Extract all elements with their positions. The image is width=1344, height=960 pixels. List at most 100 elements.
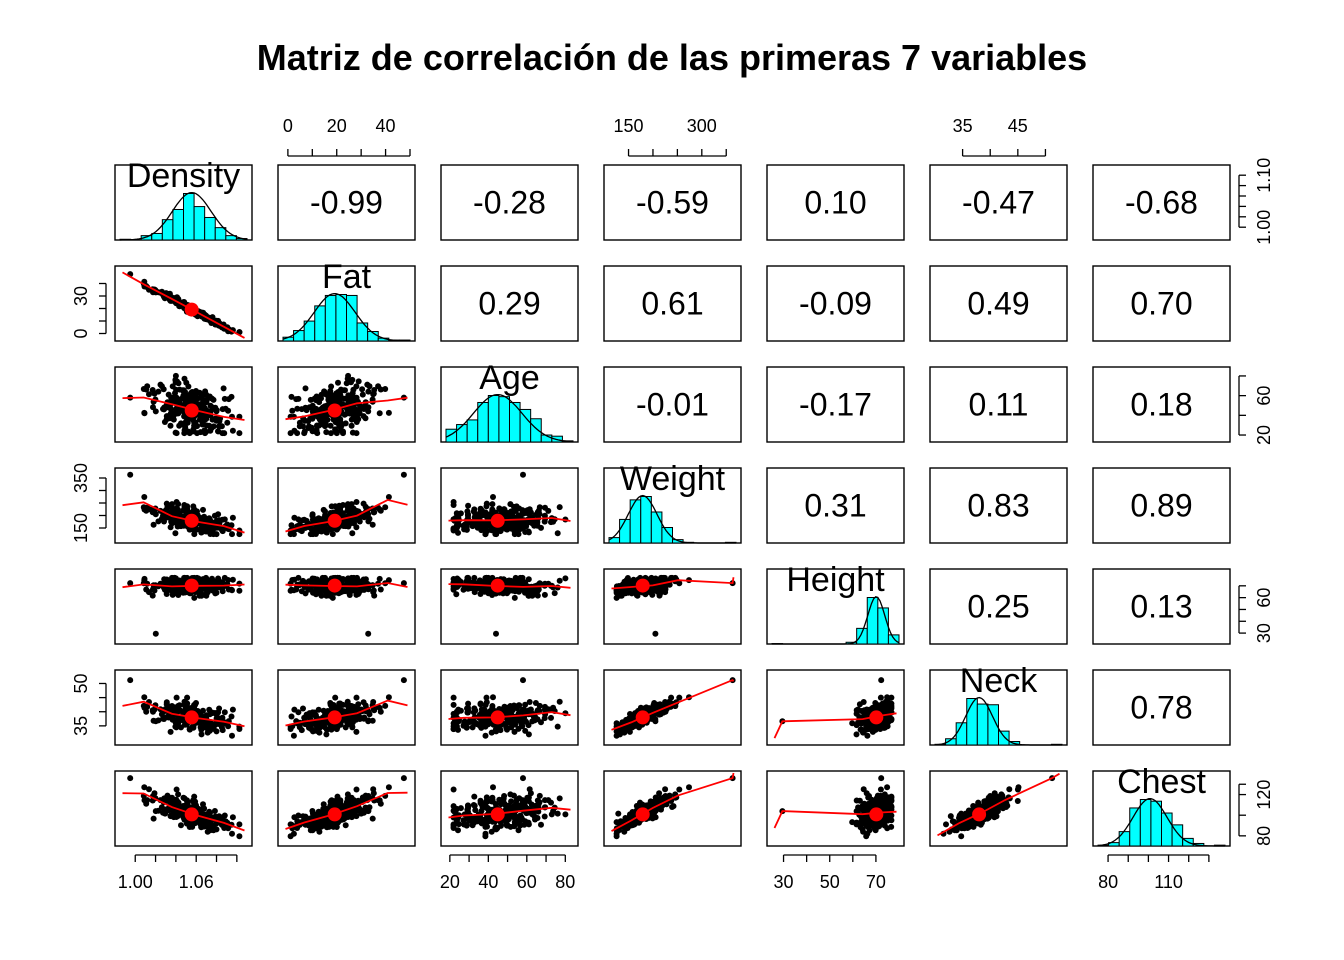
scatter-point xyxy=(198,529,205,536)
scatter-point xyxy=(204,589,211,596)
scatter-point xyxy=(167,798,174,805)
panel-chest-weight xyxy=(603,770,742,847)
scatter-point xyxy=(221,574,228,581)
correlation-label: -0.09 xyxy=(799,286,872,322)
correlation-label: -0.68 xyxy=(1125,185,1198,221)
panel-density-age: -0.28 xyxy=(440,164,579,241)
scatter-point xyxy=(229,576,236,583)
scatter-point xyxy=(659,586,666,593)
panel-frame xyxy=(277,669,416,746)
scatter-point xyxy=(481,722,488,729)
panel-chest-density xyxy=(114,770,253,847)
scatter-point xyxy=(173,694,180,701)
scatter-point xyxy=(463,821,470,828)
scatter-point xyxy=(152,808,159,815)
scatter-point xyxy=(221,812,228,819)
histogram-bar xyxy=(466,419,479,443)
panel-height-height: Height xyxy=(766,561,905,645)
scatter-point xyxy=(161,795,168,802)
panel-frame xyxy=(440,669,579,746)
panel-frame xyxy=(1092,366,1231,443)
density-curve xyxy=(119,191,248,241)
scatter-point xyxy=(469,724,476,731)
scatter-point xyxy=(169,501,175,508)
scatter-point xyxy=(161,586,168,593)
scatter-point xyxy=(222,405,229,412)
scatter-point xyxy=(167,410,174,417)
histogram-bar xyxy=(650,511,663,544)
histogram-bar xyxy=(314,305,326,342)
scatter-point xyxy=(316,414,322,421)
scatter-point xyxy=(878,677,885,684)
histogram-bar xyxy=(193,206,206,241)
smooth-line xyxy=(122,271,245,339)
scatter-point xyxy=(207,402,214,409)
scatter-point xyxy=(150,815,157,822)
panel-weight-age xyxy=(440,467,579,544)
scatter-point xyxy=(650,702,657,709)
scatter-point xyxy=(562,575,569,582)
panel-weight-density xyxy=(114,467,253,544)
scatter-point xyxy=(346,592,353,598)
scatter-point xyxy=(474,524,481,531)
scatter-point xyxy=(288,393,295,400)
scatter-point xyxy=(163,714,170,721)
scatter-point xyxy=(294,430,301,437)
scatter-point xyxy=(888,694,895,701)
scatter-point xyxy=(209,709,215,716)
panel-fat-weight: 0.61 xyxy=(603,265,742,342)
mean-point xyxy=(635,710,650,725)
scatter-point xyxy=(323,824,330,831)
scatter-point xyxy=(551,590,558,597)
panel-frame xyxy=(766,467,905,544)
panel-neck-chest: 0.78 xyxy=(1092,669,1231,746)
scatter-point xyxy=(450,710,457,717)
histogram-bar xyxy=(976,703,989,746)
scatter-point xyxy=(301,816,308,823)
scatter-point xyxy=(365,808,372,815)
panel-height-fat xyxy=(277,568,416,645)
correlation-label: 0.18 xyxy=(1130,387,1192,423)
scatter-point xyxy=(127,471,134,478)
scatter-point xyxy=(309,526,316,533)
scatter-point xyxy=(356,798,363,805)
scatter-point xyxy=(513,503,520,510)
scatter-point xyxy=(127,580,134,587)
scatter-point xyxy=(332,694,339,701)
scatter-point xyxy=(502,524,509,531)
scatter-point xyxy=(400,677,407,684)
scatter-point xyxy=(369,717,376,724)
scatter-point xyxy=(615,810,622,817)
panel-frame xyxy=(277,164,416,241)
scatter-point xyxy=(220,385,227,392)
smooth-line xyxy=(122,583,245,589)
scatter-point xyxy=(172,376,179,383)
scatter-point xyxy=(482,833,489,840)
scatter-point xyxy=(492,529,499,536)
scatter-point xyxy=(346,800,353,807)
smooth-line xyxy=(122,501,245,534)
scatter-point xyxy=(853,731,860,738)
scatter-point xyxy=(337,388,343,395)
scatter-point xyxy=(382,386,389,392)
scatter-point xyxy=(465,700,472,707)
scatter-point xyxy=(295,574,302,581)
panel-density-weight: -0.59 xyxy=(603,164,742,241)
scatter-point xyxy=(548,714,554,721)
scatter-point xyxy=(362,576,369,583)
smooth-line xyxy=(122,792,245,832)
scatter-point xyxy=(336,700,343,707)
panel-frame xyxy=(440,568,579,645)
scatter-point xyxy=(312,825,319,832)
smooth-line xyxy=(448,806,571,819)
scatter-point xyxy=(511,594,518,601)
correlation-label: 0.70 xyxy=(1130,286,1192,322)
scatter-point xyxy=(322,807,329,813)
scatter-point xyxy=(210,725,217,732)
scatter-point xyxy=(323,731,330,738)
panel-chest-age xyxy=(440,770,579,847)
panel-frame xyxy=(1092,467,1231,544)
scatter-point xyxy=(175,791,182,798)
scatter-point xyxy=(192,419,199,426)
panel-neck-neck: Neck xyxy=(929,662,1068,746)
